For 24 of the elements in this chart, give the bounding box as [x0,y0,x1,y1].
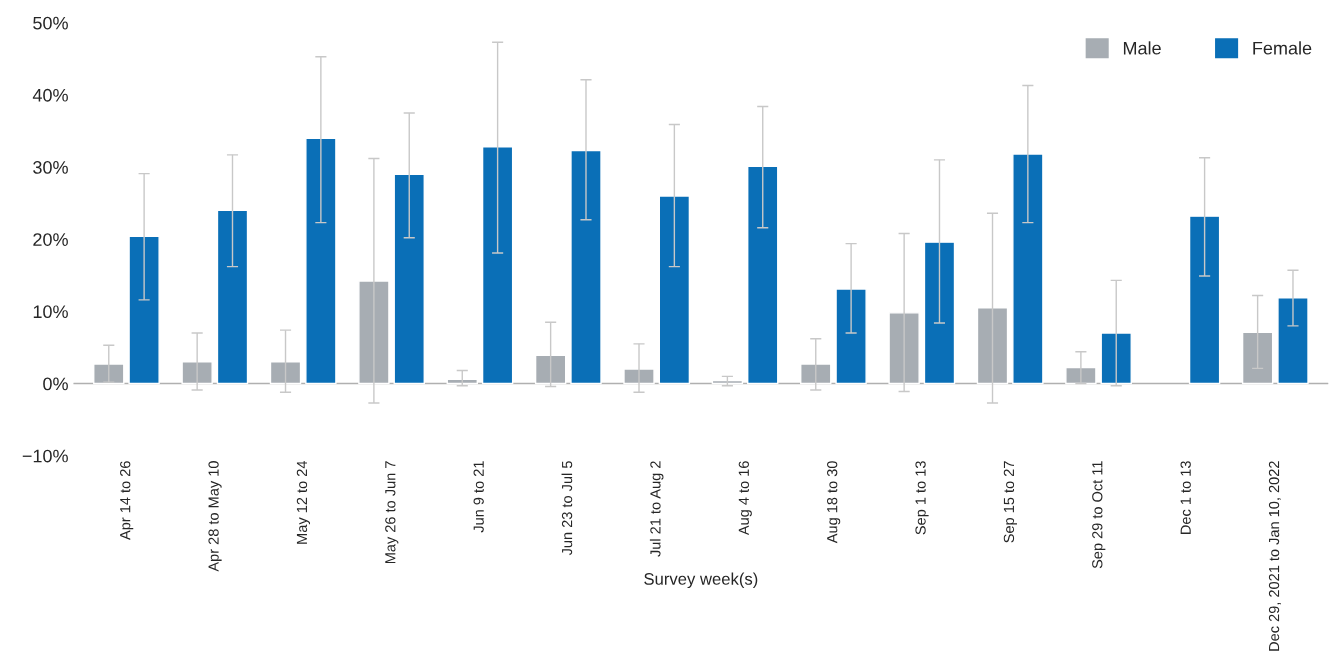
legend-label: Female [1253,41,1312,55]
x-tick-label: Dec 29, 2021 to Jan 10, 2022 [1268,461,1281,651]
x-tick-label: Aug 18 to 30 [827,461,841,544]
x-tick-label: Jul 21 to Aug 2 [649,461,664,557]
x-axis-title: Survey week(s) [644,572,758,589]
x-tick-label: Apr 14 to 26 [120,461,134,540]
x-tick-label: Aug 4 to 16 [738,461,752,536]
y-tick-label: −10% [22,449,68,463]
y-tick-label: 30% [33,161,68,174]
y-tick-label: 0% [43,377,68,391]
x-tick-label: Dec 1 to 13 [1180,461,1191,534]
x-tick-label: Jun 9 to 21 [473,461,484,533]
y-tick-label: 10% [33,305,68,319]
x-tick-label: May 12 to 24 [296,460,310,544]
x-tick-label: Sep 29 to Oct 11 [1092,461,1106,569]
y-tick-label: 20% [33,233,68,246]
x-tick-label: May 26 to Jun 7 [385,461,399,564]
y-tick-label: 40% [32,88,68,102]
x-tick-label: Sep 15 to 27 [1003,461,1017,543]
legend-label: Male [1123,41,1161,55]
y-tick-label: 50% [33,16,68,30]
x-tick-label: Sep 1 to 13 [915,461,929,535]
x-tick-label: Jun 23 to Jul 5 [561,461,573,556]
x-tick-label: Apr 28 to May 10 [208,461,222,572]
